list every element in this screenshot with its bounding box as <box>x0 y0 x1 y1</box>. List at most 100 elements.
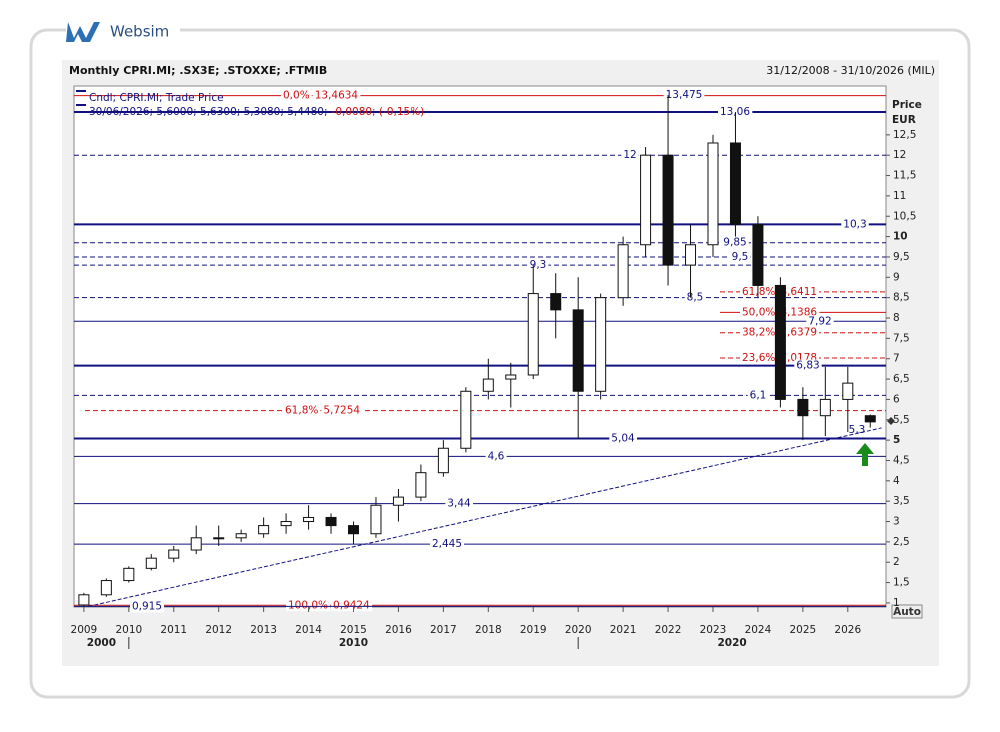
label-bg <box>794 359 822 372</box>
y-axis-unit: EUR <box>892 114 916 126</box>
label-bg <box>740 326 778 339</box>
last-price-marker <box>887 417 895 425</box>
candle-body <box>213 537 225 540</box>
y-tick-label: 11 <box>893 190 906 202</box>
candle-body <box>685 244 697 266</box>
label-bg <box>663 89 705 102</box>
label-bg <box>281 89 312 102</box>
candle-body <box>78 594 90 606</box>
candle-body <box>145 557 157 569</box>
label-bg <box>841 218 869 231</box>
x-tick-label: 2012 <box>205 624 232 636</box>
level-label: 9,5 <box>732 251 749 263</box>
level-label: 7,92 <box>808 315 831 327</box>
candle-body <box>774 284 786 400</box>
candle-body <box>640 154 652 246</box>
label-bg <box>621 149 639 162</box>
y-tick-label: 11,5 <box>893 170 916 182</box>
trendline-label: 5,3 <box>849 424 866 436</box>
candle-body <box>752 223 764 286</box>
y-tick-label: 12,5 <box>893 129 916 141</box>
candle-body <box>348 525 360 535</box>
label-bg <box>283 404 321 417</box>
candle-body <box>662 154 674 266</box>
y-tick-label: 10,5 <box>893 210 916 222</box>
candle-body <box>392 496 404 506</box>
x-tick-label: 2020 <box>565 624 592 636</box>
candle-body <box>303 516 315 523</box>
candle-body <box>325 516 337 527</box>
y-tick-label: 9,5 <box>893 251 910 263</box>
decade-label: 2010 <box>339 637 368 649</box>
legend-values: 30/06/2026; 5,6000; 5,6300; 5,3080; 5,44… <box>89 106 328 118</box>
candle-body <box>505 374 517 380</box>
y-tick-label: 6 <box>893 393 900 405</box>
level-label: 10,3 <box>843 218 866 230</box>
level-label: 0,915 <box>132 600 162 612</box>
level-label: 3,44 <box>447 498 471 510</box>
signal-arrow <box>856 443 874 466</box>
candle-body <box>100 580 112 596</box>
x-tick-label: 2023 <box>700 624 727 636</box>
auto-button[interactable] <box>891 604 923 619</box>
date-range: 31/12/2008 - 31/10/2026 (MIL) <box>766 64 935 77</box>
x-tick-label: 2022 <box>655 624 682 636</box>
fib-percent: 38,2% <box>742 327 775 339</box>
x-tick-label: 2011 <box>160 624 187 636</box>
x-tick-label: 2019 <box>520 624 547 636</box>
y-tick-label: 3 <box>893 516 900 528</box>
candle-body <box>258 525 270 535</box>
fib-percent: 23,6% <box>742 352 775 364</box>
fib-level: 0,9424 <box>333 599 370 611</box>
y-tick-label: 1 <box>893 597 900 609</box>
y-tick-label: 4 <box>893 475 900 487</box>
level-label: 9,85 <box>723 237 746 249</box>
label-bg <box>721 236 749 249</box>
candle-body <box>729 142 741 225</box>
label-bg <box>129 600 165 613</box>
label-bg <box>331 599 373 612</box>
candle-body <box>415 472 427 498</box>
fib-percent: 50,0% <box>742 306 775 318</box>
fib-percent: 100,0% <box>288 599 328 611</box>
x-tick-label: 2025 <box>790 624 817 636</box>
x-tick-label: 2009 <box>71 624 98 636</box>
candle-body <box>572 309 584 392</box>
x-tick-label: 2013 <box>250 624 277 636</box>
level-label: 6,83 <box>796 360 819 372</box>
label-bg <box>286 599 331 612</box>
y-tick-label: 9 <box>893 271 900 283</box>
legend-change: -0,0080; (-0,15%) <box>332 106 425 118</box>
level-label: 9,3 <box>530 259 547 271</box>
candle-body <box>437 447 449 474</box>
y-tick-label: 6,5 <box>893 373 910 385</box>
y-tick-label: 8,5 <box>893 292 910 304</box>
auto-button-label[interactable]: Auto <box>893 606 921 618</box>
level-label: 5,04 <box>611 432 635 444</box>
candle-body <box>482 378 494 392</box>
candle-body <box>460 390 472 449</box>
label-bg <box>740 285 778 298</box>
level-label: 4,6 <box>488 450 505 462</box>
fib-percent: 61,8% <box>742 286 775 298</box>
y-tick-label: 3,5 <box>893 495 910 507</box>
candle-body <box>707 142 719 246</box>
label-bg <box>609 432 638 445</box>
level-label: 2,445 <box>432 538 462 550</box>
fib-level: 8,6411 <box>780 286 817 298</box>
legend-title: Cndl; CPRI.MI; Trade Price <box>89 92 224 104</box>
y-tick-label: 12 <box>893 149 906 161</box>
label-bg <box>747 389 769 402</box>
x-tick-label: 2024 <box>745 624 772 636</box>
logo-text: Websim <box>110 23 169 41</box>
label-bg <box>740 306 778 319</box>
candle-body <box>819 398 831 417</box>
fib-level: 5,7254 <box>323 405 360 417</box>
y-tick-label: 7,5 <box>893 332 910 344</box>
candle-body <box>550 293 562 311</box>
candle-body <box>123 567 135 582</box>
x-tick-label: 2018 <box>475 624 502 636</box>
fib-level: 13,4634 <box>315 90 359 102</box>
label-bg <box>312 89 361 102</box>
